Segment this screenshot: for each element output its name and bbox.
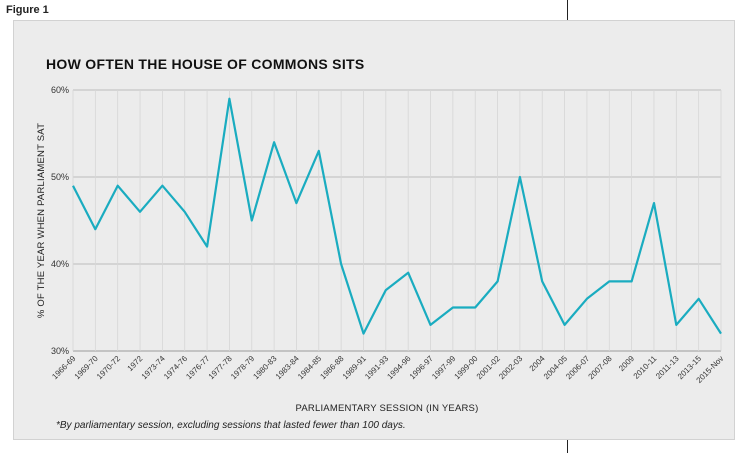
y-tick-label: 30%	[51, 346, 69, 356]
series-line	[72, 97, 722, 335]
y-tick-label: 60%	[51, 85, 69, 95]
figure-label: Figure 1	[6, 4, 49, 16]
x-tick-label: 2002-03	[497, 354, 525, 382]
y-axis-ticks: 30% 40% 50% 60%	[51, 85, 69, 356]
footnote: *By parliamentary session, excluding ses…	[56, 420, 406, 431]
crop-mark-bottom	[567, 440, 568, 453]
gridlines	[72, 89, 722, 352]
chart-panel: HOW OFTEN THE HOUSE OF COMMONS SITS 30% 4…	[13, 20, 735, 440]
x-tick-label: 2009	[617, 354, 636, 373]
x-tick-label: 2007-08	[587, 354, 615, 382]
chart-title: HOW OFTEN THE HOUSE OF COMMONS SITS	[46, 56, 365, 72]
y-tick-label: 50%	[51, 172, 69, 182]
line-chart: HOW OFTEN THE HOUSE OF COMMONS SITS 30% 4…	[36, 56, 725, 431]
x-axis-label: PARLIAMENTARY SESSION (IN YEARS)	[296, 403, 479, 414]
x-tick-label: 1970-72	[95, 354, 123, 382]
x-tick-label: 2004	[528, 354, 547, 373]
y-axis-label: % OF THE YEAR WHEN PARLIAMENT SAT	[36, 123, 47, 318]
crop-mark-top	[567, 0, 568, 20]
x-tick-label: 2010-11	[632, 354, 659, 381]
y-tick-label: 40%	[51, 259, 69, 269]
x-tick-label: 1972	[126, 354, 145, 373]
